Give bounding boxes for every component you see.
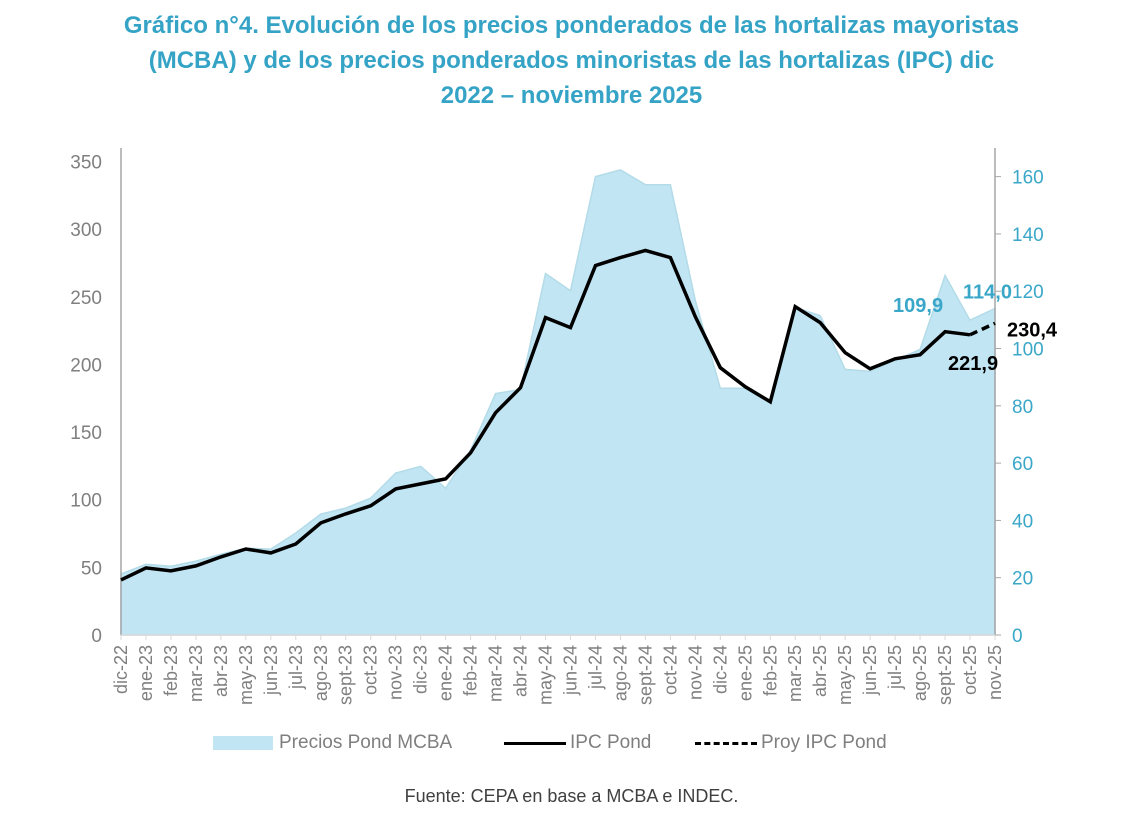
x-axis-tick-label: abr-24 — [511, 645, 531, 697]
ipc-line-layer — [120, 248, 996, 582]
x-axis-tick-label: may-25 — [835, 645, 855, 705]
x-axis-tick-label: abr-23 — [211, 645, 231, 697]
left-axis-tick-label: 0 — [91, 626, 102, 647]
x-axis-tick-label: ago-23 — [311, 645, 331, 701]
proy-ipc-line — [969, 321, 996, 337]
legend-item-proy: Proy IPC Pond — [695, 732, 887, 754]
x-axis-tick-label: oct-23 — [361, 645, 381, 695]
left-axis-tick-label: 300 — [70, 220, 102, 241]
right-axis-tick-label: 20 — [1012, 569, 1033, 590]
legend-item-mcba: Precios Pond MCBA — [213, 732, 452, 754]
x-axis-tick-label: jun-24 — [561, 645, 581, 696]
x-axis-tick-label: dic-24 — [710, 645, 730, 694]
x-axis-tick-label: oct-25 — [960, 645, 980, 695]
title-line-2: (MCBA) y de los precios ponderados minor… — [148, 47, 995, 74]
x-axis-tick-label: dic-23 — [411, 645, 431, 694]
left-axis-tick-label: 200 — [70, 355, 102, 376]
x-axis-tick-label: feb-25 — [760, 645, 780, 696]
x-axis-tick-label: sept-23 — [336, 645, 356, 705]
x-axis-tick-label: feb-24 — [461, 645, 481, 696]
x-axis-tick-label: abr-25 — [810, 645, 830, 697]
x-axis-tick-label: jun-23 — [261, 645, 281, 696]
left-axis-tick-label: 50 — [81, 558, 102, 579]
ipc-line — [120, 248, 971, 582]
x-axis-tick-label: jun-25 — [860, 645, 880, 696]
right-axis-tick-label: 120 — [1012, 282, 1044, 303]
legend-line-swatch — [504, 741, 566, 745]
left-axis-tick-label: 150 — [70, 423, 102, 444]
title-line-1: Gráfico n°4. Evolución de los precios po… — [123, 12, 1020, 39]
x-axis-tick-label: mar-23 — [186, 645, 206, 702]
legend-area-swatch — [213, 736, 273, 750]
x-axis-tick-label: nov-23 — [386, 645, 406, 700]
x-axis-tick-label: ene-24 — [436, 645, 456, 701]
x-axis-tick-label: jul-25 — [885, 645, 905, 690]
mcba-area-layer — [120, 168, 996, 636]
labels-layer: 109,9 114,0 221,9 230,4 — [893, 281, 1058, 374]
right-axis-tick-label: 160 — [1012, 168, 1044, 189]
x-axis-tick-label: nov-24 — [685, 645, 705, 700]
data-label: 221,9 — [948, 353, 998, 375]
right-axis-tick-label: 100 — [1012, 340, 1044, 361]
data-label: 230,4 — [1007, 319, 1058, 341]
x-axis-tick-label: mar-25 — [785, 645, 805, 702]
axes-layer: 0 50 100 150 200 250 300 350 0 20 40 60 80 100 120 140 1… — [70, 148, 1044, 705]
x-axis-tick-label: jul-24 — [586, 645, 606, 690]
legend: Precios Pond MCBA IPC Pond Proy IPC Pond — [0, 732, 1143, 756]
x-axis-tick-label: sept-24 — [635, 645, 655, 705]
x-axis-tick-label: may-24 — [536, 645, 556, 705]
x-axis-tick-label: ene-25 — [735, 645, 755, 701]
x-axis-tick-label: may-23 — [236, 645, 256, 705]
right-axis-tick-label: 40 — [1012, 511, 1033, 532]
x-axis-tick-label: ago-24 — [610, 645, 630, 701]
legend-dashed-swatch — [695, 741, 757, 745]
right-axis-tick-label: 60 — [1012, 454, 1033, 475]
x-axis-tick-label: dic-22 — [111, 645, 131, 694]
legend-item-ipc: IPC Pond — [504, 732, 651, 754]
legend-label-mcba: Precios Pond MCBA — [279, 732, 453, 753]
x-axis-tick-label: ene-23 — [136, 645, 156, 701]
legend-label-ipc: IPC Pond — [570, 732, 652, 753]
right-axis-tick-label: 140 — [1012, 225, 1044, 246]
right-axis-tick-label: 0 — [1012, 626, 1023, 647]
x-axis-tick-label: mar-24 — [486, 645, 506, 702]
left-axis-tick-label: 250 — [70, 288, 102, 309]
x-axis-tick-label: nov-25 — [985, 645, 1005, 700]
mcba-area — [120, 168, 996, 636]
data-label: 109,9 — [893, 295, 943, 317]
x-axis-tick-label: jul-23 — [286, 645, 306, 690]
chart-title: Gráfico n°4. Evolución de los precios po… — [0, 8, 1143, 113]
source-note: Fuente: CEPA en base a MCBA e INDEC. — [404, 786, 739, 806]
data-label: 114,0 — [963, 281, 1012, 303]
x-axis-tick-label: ago-25 — [910, 645, 930, 701]
left-axis-tick-label: 100 — [70, 491, 102, 512]
x-axis-tick-label: sept-25 — [935, 645, 955, 705]
legend-label-proy: Proy IPC Pond — [761, 732, 887, 753]
x-axis-tick-label: feb-23 — [161, 645, 181, 696]
x-axis-tick-label: oct-24 — [660, 645, 680, 695]
title-line-3: 2022 – noviembre 2025 — [440, 82, 703, 109]
left-axis-tick-label: 350 — [70, 153, 102, 174]
right-axis-tick-label: 80 — [1012, 397, 1033, 418]
